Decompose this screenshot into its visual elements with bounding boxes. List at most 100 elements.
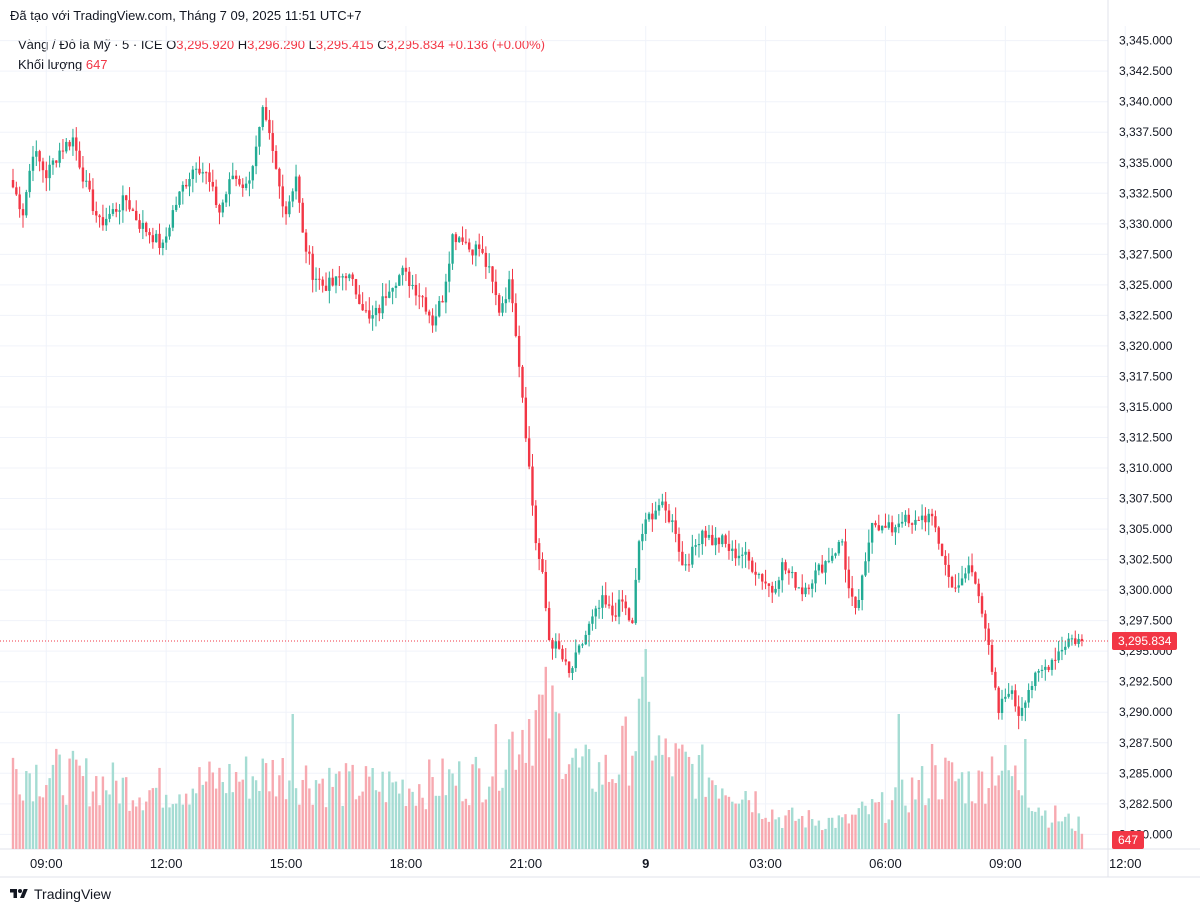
- volume-bar: [894, 787, 897, 849]
- volume-bar: [401, 779, 404, 849]
- volume-bar: [584, 744, 587, 849]
- volume-bar: [478, 768, 481, 849]
- candle-body: [854, 596, 857, 608]
- volume-bar: [264, 763, 268, 849]
- candle-body: [378, 307, 381, 314]
- candle-body: [604, 595, 607, 605]
- price-tick-label: 3,290.000: [1119, 705, 1173, 719]
- volume-bar: [864, 805, 867, 849]
- volume-bar: [65, 804, 68, 849]
- volume-bar: [418, 784, 421, 849]
- candle-body: [887, 522, 890, 528]
- candle-body: [644, 519, 647, 534]
- candle-body: [328, 277, 331, 291]
- volume-bar: [867, 814, 871, 849]
- time-tick-label: 03:00: [749, 856, 782, 871]
- candle-body: [321, 279, 324, 286]
- candle-body: [807, 587, 811, 589]
- candle-body: [238, 178, 241, 185]
- volume-bar: [308, 788, 311, 849]
- candle-body: [994, 671, 997, 688]
- candle-body: [820, 564, 824, 573]
- candle-body: [298, 176, 301, 203]
- candle-body: [594, 608, 597, 617]
- volume-bar: [664, 738, 667, 849]
- candle-body: [834, 553, 837, 556]
- volume-bar: [731, 801, 734, 849]
- volume-bar: [128, 810, 131, 849]
- volume-bar: [794, 820, 797, 849]
- candle-body: [661, 501, 664, 506]
- volume-bar: [967, 771, 970, 849]
- volume-bar: [920, 766, 924, 849]
- candle-body: [1027, 689, 1030, 703]
- volume-bar: [830, 817, 834, 849]
- volume-bar: [567, 764, 571, 849]
- volume-bar: [727, 796, 731, 849]
- volume-bar: [101, 776, 105, 849]
- candle-body: [1060, 649, 1064, 652]
- candle-body: [1057, 651, 1060, 661]
- candle-body: [984, 613, 987, 629]
- volume-bar: [917, 779, 920, 849]
- candle-body: [867, 542, 871, 562]
- candle-body: [171, 210, 175, 228]
- candle-body: [987, 628, 990, 645]
- candle-body: [1070, 638, 1074, 640]
- candle-body: [701, 530, 704, 545]
- volume-bar: [461, 801, 464, 849]
- candle-body: [358, 294, 361, 305]
- candle-body: [827, 560, 831, 562]
- volume-bar: [328, 767, 331, 849]
- volume-bar: [927, 798, 930, 849]
- candle-body: [368, 310, 371, 319]
- candle-body: [191, 169, 195, 180]
- candle-body: [468, 242, 471, 250]
- volume-bar: [468, 805, 471, 849]
- candle-body: [564, 659, 567, 662]
- volume-bar: [691, 763, 694, 849]
- volume-bar: [944, 757, 947, 849]
- candle-body: [511, 279, 514, 304]
- candle-body: [434, 316, 438, 326]
- volume-bar: [48, 778, 51, 849]
- volume-bar: [278, 775, 281, 849]
- volume-bar: [954, 781, 957, 849]
- candle-body: [424, 297, 428, 312]
- candle-body: [621, 599, 624, 602]
- candle-body: [31, 156, 35, 171]
- volume-bar: [61, 795, 65, 849]
- volume-bar: [141, 810, 145, 849]
- candle-body: [324, 285, 328, 291]
- candle-body: [904, 514, 907, 522]
- candle-body: [251, 166, 254, 181]
- brand-name: TradingView: [34, 886, 112, 902]
- candle-body: [731, 548, 734, 551]
- candle-body: [474, 244, 478, 256]
- candle-body: [781, 562, 784, 581]
- candle-body: [607, 604, 611, 606]
- volume-bar: [937, 799, 940, 849]
- candle-body: [814, 570, 817, 584]
- candle-body: [687, 564, 691, 566]
- candle-body: [1067, 638, 1070, 647]
- candle-body: [388, 291, 391, 298]
- volume-bar: [1000, 770, 1004, 849]
- volume-bar: [591, 788, 594, 849]
- volume-bar: [361, 791, 364, 849]
- candle-body: [707, 534, 711, 538]
- candle-body: [154, 233, 158, 243]
- candle-body: [704, 530, 707, 538]
- volume-bar: [11, 757, 15, 849]
- footer-brand[interactable]: TradingView: [10, 886, 111, 902]
- candle-body: [91, 189, 95, 212]
- candle-body: [338, 276, 341, 278]
- candle-body: [15, 187, 18, 195]
- volume-bar: [211, 772, 214, 849]
- volume-bar: [398, 793, 401, 849]
- volume-bar: [31, 801, 35, 849]
- candle-body: [214, 186, 218, 206]
- volume-bar: [368, 776, 371, 849]
- volume-bar: [228, 763, 231, 849]
